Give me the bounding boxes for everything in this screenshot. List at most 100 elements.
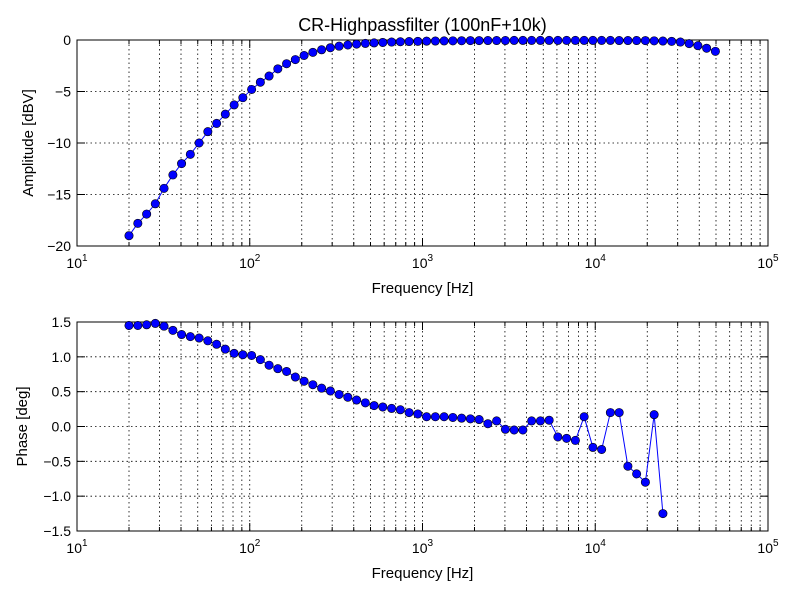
data-point [632, 36, 642, 46]
data-point [203, 336, 213, 346]
y-tick-label: 0 [63, 32, 71, 48]
data-point [640, 477, 650, 487]
x-tick-label: 105 [757, 538, 779, 556]
data-point [465, 414, 475, 424]
data-point [378, 37, 388, 47]
data-point [439, 36, 449, 46]
data-point [212, 118, 222, 128]
data-point [562, 433, 572, 443]
data-point [553, 35, 563, 45]
data-point [544, 35, 554, 45]
data-point [605, 35, 615, 45]
y-tick-label: −15 [47, 187, 71, 203]
data-point [483, 36, 493, 46]
data-point [387, 37, 397, 47]
data-point [518, 35, 528, 45]
data-point [308, 380, 318, 390]
data-point [378, 402, 388, 412]
data-point [325, 386, 335, 396]
series-points [124, 318, 668, 519]
y-tick-label: −20 [47, 238, 71, 254]
data-point [675, 37, 685, 47]
data-point [649, 36, 659, 46]
data-point [605, 408, 615, 418]
data-point [413, 409, 423, 419]
y-axis-label: Amplitude [dBV] [20, 89, 37, 197]
series-points [124, 35, 720, 241]
data-point [422, 36, 432, 46]
data-point [177, 330, 187, 340]
data-point [570, 35, 580, 45]
data-point [369, 401, 379, 411]
data-point [299, 50, 309, 60]
data-point [264, 360, 274, 370]
data-point [500, 424, 510, 434]
data-point [352, 39, 362, 49]
data-point [518, 425, 528, 435]
x-tick-label: 103 [412, 538, 434, 556]
data-point [658, 509, 668, 519]
data-point [334, 41, 344, 51]
data-point [238, 93, 248, 103]
data-point [124, 320, 134, 330]
data-point [492, 36, 502, 46]
data-point [220, 344, 230, 354]
data-point [448, 412, 458, 422]
series-line [128, 39, 716, 236]
data-point [255, 355, 265, 365]
data-point [247, 84, 257, 94]
data-point [124, 231, 134, 241]
data-point [238, 350, 248, 360]
data-point [308, 47, 318, 57]
data-point [457, 36, 467, 46]
data-point [334, 389, 344, 399]
data-point [422, 412, 432, 422]
data-point [159, 183, 169, 193]
data-point [220, 109, 230, 119]
data-point [247, 350, 257, 360]
data-point [343, 392, 353, 402]
x-tick-label: 101 [66, 253, 88, 271]
x-tick-label: 101 [66, 538, 88, 556]
y-tick-label: 1.5 [52, 314, 72, 330]
y-axis-label: Phase [deg] [14, 386, 31, 466]
data-point [500, 36, 510, 46]
data-point [474, 36, 484, 46]
data-point [325, 43, 335, 53]
data-point [439, 412, 449, 422]
data-point [667, 36, 677, 46]
data-point [562, 35, 572, 45]
data-point [640, 36, 650, 46]
chart-panel-2: 101 102 103 104 105 1.5 1.0 0.5 0.0 −0.5 −1.0 −1.5 F… [14, 314, 779, 582]
data-point [177, 159, 187, 169]
data-point [299, 376, 309, 386]
data-point [395, 37, 405, 47]
x-tick-label: 105 [757, 253, 779, 271]
data-point [614, 36, 624, 46]
data-point [290, 55, 300, 65]
data-point [588, 442, 598, 452]
data-point [343, 40, 353, 50]
data-point [553, 432, 563, 442]
data-point [150, 318, 160, 328]
data-point [133, 218, 143, 228]
data-point [264, 71, 274, 81]
data-point [150, 199, 160, 209]
data-point [142, 320, 152, 330]
y-tick-label: −0.5 [43, 453, 71, 469]
data-point [649, 410, 659, 420]
data-point [710, 46, 720, 56]
data-point [632, 469, 642, 479]
data-point [229, 348, 239, 358]
data-point [168, 170, 178, 180]
data-point [404, 408, 414, 418]
data-point [430, 412, 440, 422]
data-point [317, 383, 327, 393]
data-point [290, 372, 300, 382]
data-point [448, 36, 458, 46]
y-tick-label: −1.0 [43, 488, 71, 504]
data-point [579, 412, 589, 422]
data-point [430, 36, 440, 46]
